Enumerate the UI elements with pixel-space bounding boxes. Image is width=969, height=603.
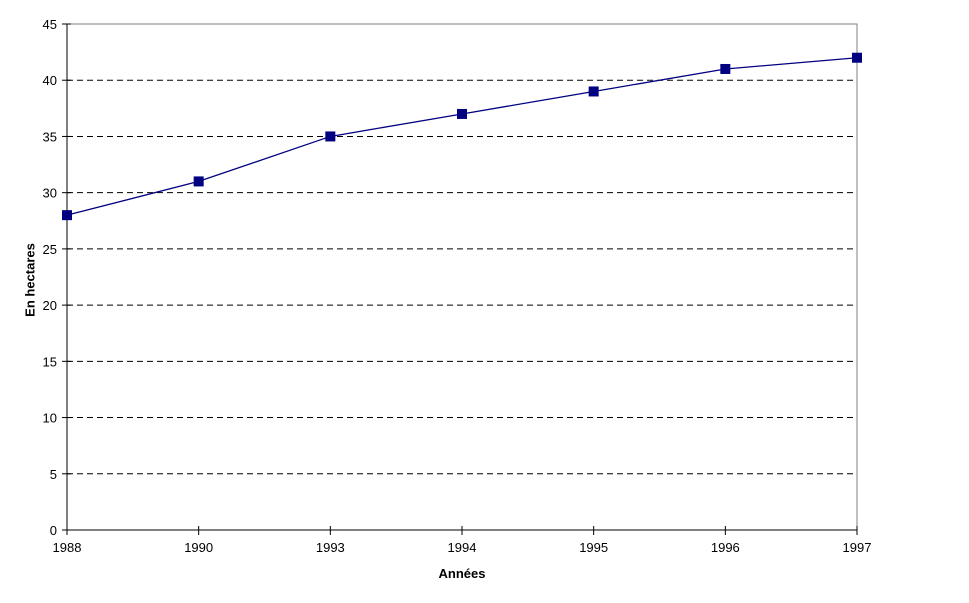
- y-tick-label: 45: [43, 17, 57, 32]
- data-point-marker: [325, 131, 336, 142]
- x-tick-label: 1990: [184, 540, 213, 555]
- y-tick-label: 15: [43, 354, 57, 369]
- data-point-marker: [720, 63, 731, 74]
- y-axis-title: En hectares: [22, 243, 38, 317]
- x-tick-label: 1993: [316, 540, 345, 555]
- y-tick-label: 35: [43, 129, 57, 144]
- y-tick-label: 25: [43, 242, 57, 257]
- data-point-marker: [852, 52, 862, 63]
- plot-area-border: [66, 23, 858, 531]
- y-tick-label: 5: [50, 467, 57, 482]
- y-tick-label: 10: [43, 411, 57, 426]
- y-tick-label: 20: [43, 298, 57, 313]
- x-tick-label: 1994: [448, 540, 477, 555]
- x-tick-label: 1988: [53, 540, 82, 555]
- data-point-marker: [62, 210, 72, 221]
- data-point-marker: [457, 108, 467, 119]
- x-tick-label: 1997: [843, 540, 872, 555]
- y-tick-label: 40: [43, 73, 57, 88]
- x-axis-title: Années: [438, 566, 486, 581]
- data-point-marker: [588, 86, 599, 97]
- y-tick-label: 0: [50, 523, 57, 538]
- y-tick-label: 30: [43, 186, 57, 201]
- x-tick-label: 1995: [579, 540, 608, 555]
- x-tick-label: 1996: [711, 540, 740, 555]
- data-point-marker: [193, 176, 204, 187]
